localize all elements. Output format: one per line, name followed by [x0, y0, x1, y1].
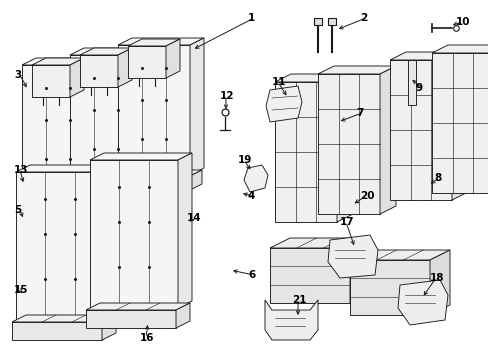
Polygon shape: [70, 48, 156, 55]
Polygon shape: [142, 48, 156, 185]
Text: 18: 18: [429, 273, 444, 283]
Polygon shape: [32, 58, 84, 65]
Polygon shape: [389, 60, 451, 200]
Polygon shape: [264, 300, 317, 340]
Text: 20: 20: [359, 191, 374, 201]
Polygon shape: [327, 18, 335, 25]
Polygon shape: [16, 165, 118, 172]
Text: 12: 12: [220, 91, 234, 101]
Polygon shape: [317, 74, 379, 214]
Polygon shape: [274, 82, 336, 222]
Text: 5: 5: [14, 205, 21, 215]
Polygon shape: [176, 303, 190, 328]
Polygon shape: [349, 238, 369, 303]
Polygon shape: [80, 48, 132, 55]
Polygon shape: [118, 48, 132, 87]
Text: 21: 21: [291, 295, 306, 305]
Polygon shape: [32, 65, 70, 97]
Polygon shape: [18, 197, 92, 211]
Polygon shape: [22, 65, 94, 195]
Polygon shape: [317, 66, 395, 74]
Polygon shape: [70, 58, 84, 97]
Polygon shape: [102, 315, 116, 340]
Polygon shape: [187, 170, 202, 191]
Polygon shape: [349, 250, 449, 260]
Polygon shape: [12, 315, 116, 322]
Polygon shape: [336, 74, 352, 222]
Text: 2: 2: [359, 13, 366, 23]
Polygon shape: [80, 55, 118, 87]
Text: 7: 7: [355, 108, 363, 118]
Polygon shape: [397, 280, 447, 325]
Polygon shape: [118, 38, 203, 45]
Text: 1: 1: [247, 13, 255, 23]
Polygon shape: [327, 235, 377, 278]
Polygon shape: [389, 52, 467, 60]
Polygon shape: [178, 153, 192, 308]
Polygon shape: [66, 180, 154, 187]
Polygon shape: [379, 66, 395, 214]
Text: 4: 4: [247, 191, 255, 201]
Text: 10: 10: [455, 17, 469, 27]
Text: 15: 15: [14, 285, 28, 295]
Polygon shape: [86, 303, 190, 310]
Polygon shape: [12, 322, 102, 340]
Polygon shape: [431, 45, 488, 53]
Polygon shape: [66, 187, 140, 201]
Polygon shape: [16, 172, 104, 320]
Polygon shape: [90, 153, 192, 160]
Polygon shape: [451, 52, 467, 200]
Polygon shape: [90, 160, 178, 308]
Text: 9: 9: [415, 83, 422, 93]
Polygon shape: [165, 39, 180, 78]
Text: 13: 13: [14, 165, 28, 175]
Polygon shape: [70, 55, 142, 185]
Polygon shape: [18, 190, 106, 197]
Polygon shape: [190, 38, 203, 175]
Polygon shape: [313, 18, 321, 25]
Polygon shape: [269, 248, 349, 303]
Polygon shape: [431, 53, 488, 193]
Polygon shape: [128, 46, 165, 78]
Polygon shape: [140, 180, 154, 201]
Polygon shape: [92, 190, 106, 211]
Polygon shape: [244, 165, 267, 192]
Polygon shape: [22, 58, 108, 65]
Text: 6: 6: [247, 270, 255, 280]
Polygon shape: [128, 39, 180, 46]
Text: 17: 17: [339, 217, 354, 227]
Polygon shape: [407, 60, 415, 105]
Polygon shape: [269, 238, 369, 248]
Polygon shape: [104, 165, 118, 320]
Polygon shape: [94, 58, 108, 195]
Text: 8: 8: [433, 173, 440, 183]
Text: 16: 16: [140, 333, 154, 343]
Text: 14: 14: [186, 213, 201, 223]
Polygon shape: [429, 250, 449, 315]
Polygon shape: [114, 177, 187, 191]
Polygon shape: [349, 260, 429, 315]
Polygon shape: [114, 170, 202, 177]
Polygon shape: [274, 74, 352, 82]
Text: 19: 19: [238, 155, 252, 165]
Text: 3: 3: [14, 70, 21, 80]
Polygon shape: [86, 310, 176, 328]
Text: 11: 11: [271, 77, 286, 87]
Polygon shape: [265, 86, 302, 122]
Polygon shape: [118, 45, 190, 175]
